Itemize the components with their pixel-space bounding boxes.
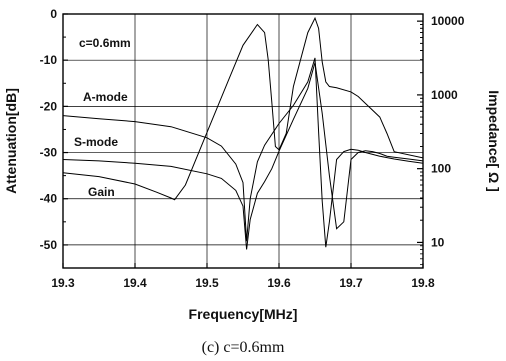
x-tick-label: 19.8: [411, 276, 435, 290]
annotation-a-mode: A-mode: [83, 90, 128, 104]
x-tick-label: 19.5: [195, 276, 219, 290]
x-axis-ticks: 19.3 19.4 19.5 19.6 19.7 19.8: [51, 263, 435, 290]
plot-frame: [62, 13, 424, 269]
grid-lines: [63, 14, 423, 268]
y-right-tick-label: 100: [431, 162, 451, 176]
annotation-gain: Gain: [88, 185, 115, 199]
y-left-tick-label: -50: [40, 238, 58, 252]
x-axis-title: Frequency[MHz]: [189, 306, 298, 322]
y-axis-right-ticks: 10 100 1000 10000: [417, 14, 465, 266]
y-left-tick-label: -10: [40, 53, 58, 67]
x-tick-label: 19.3: [51, 276, 75, 290]
x-tick-label: 19.7: [339, 276, 363, 290]
y-right-tick-label: 1000: [431, 88, 458, 102]
x-tick-label: 19.6: [267, 276, 291, 290]
series-line-3: [62, 16, 424, 201]
y-left-tick-label: 0: [50, 7, 57, 21]
y-left-tick-label: -40: [40, 192, 58, 206]
annotation-param: c=0.6mm: [79, 36, 131, 50]
y-right-tick-label: 10000: [431, 14, 465, 28]
series-line-2: [62, 62, 424, 250]
y-left-tick-label: -20: [40, 99, 58, 113]
y-left-tick-label: -30: [40, 146, 58, 160]
y-right-tick-label: 10: [431, 235, 445, 249]
y-axis-left-ticks: 0 -10 -20 -30 -40 -50: [40, 7, 68, 269]
y-axis-left-title: Attenuation[dB]: [3, 88, 19, 194]
y-axis-right-title: Impedance[ Ω ]: [486, 90, 502, 191]
series-line-1: [62, 57, 424, 248]
series-curves: [62, 16, 424, 250]
x-tick-label: 19.4: [123, 276, 147, 290]
figure-caption: (c) c=0.6mm: [202, 339, 285, 356]
annotation-s-mode: S-mode: [74, 135, 118, 149]
